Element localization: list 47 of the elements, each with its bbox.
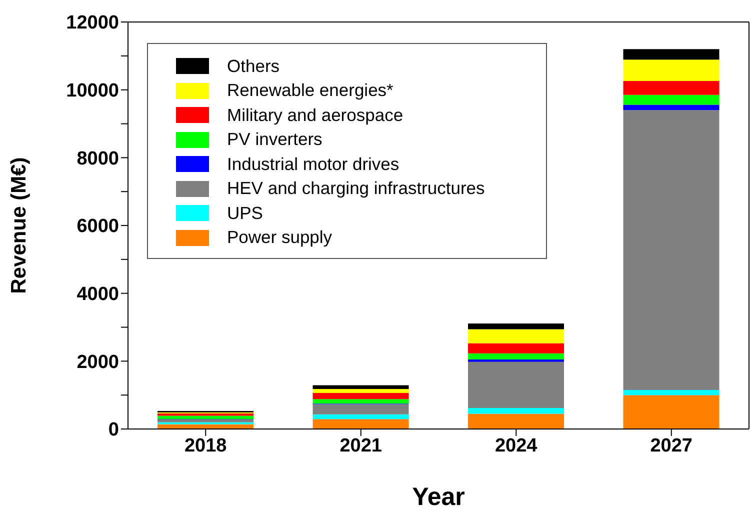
bar: [468, 329, 564, 344]
x-tick-label: 2027: [650, 435, 693, 456]
x-tick-label: 2021: [340, 435, 382, 456]
bar: [468, 359, 564, 362]
bar: [468, 343, 564, 354]
legend-label: Industrial motor drives: [227, 154, 400, 175]
y-tick-label: 0: [108, 420, 119, 441]
bar: [312, 399, 409, 404]
y-tick-label: 4000: [76, 284, 119, 306]
bar: [468, 362, 564, 408]
bar: [468, 408, 564, 414]
legend-label: Military and aerospace: [227, 104, 404, 126]
legend-label: PV inverters: [227, 129, 322, 150]
bar: [312, 419, 409, 429]
bar: [623, 390, 720, 396]
x-tick-label: 2018: [184, 435, 227, 456]
bar: [312, 385, 409, 389]
bar: [468, 353, 564, 360]
bar: [623, 81, 720, 95]
y-tick-label: 8000: [76, 148, 119, 170]
bar: [158, 416, 254, 420]
bar: [623, 104, 720, 110]
y-tick-label: 12000: [66, 12, 119, 34]
y-tick-label: 6000: [76, 216, 119, 238]
bar: [468, 414, 564, 429]
bar: [158, 413, 254, 416]
x-axis-title: Year: [412, 483, 466, 507]
legend-label: Others: [227, 56, 280, 77]
bar: [623, 110, 720, 390]
legend-label: Power supply: [227, 227, 332, 248]
legend-label: UPS: [227, 202, 263, 224]
x-tick-label: 2024: [494, 435, 538, 456]
y-axis-title: Revenue (M€): [7, 157, 30, 294]
y-tick-label: 2000: [76, 352, 119, 373]
bar: [312, 404, 409, 414]
bar: [623, 49, 720, 60]
bar: [312, 388, 409, 394]
bar: [312, 414, 409, 420]
y-tick-label: 10000: [66, 80, 119, 102]
bar: [623, 60, 720, 82]
bar: [623, 395, 720, 429]
legend-label: HEV and charging infrastructures: [227, 178, 485, 200]
bar: [158, 420, 254, 422]
bar: [623, 94, 720, 105]
legend-label: Renewable energies*: [227, 80, 394, 102]
bar: [312, 393, 409, 400]
bar: [468, 324, 564, 330]
